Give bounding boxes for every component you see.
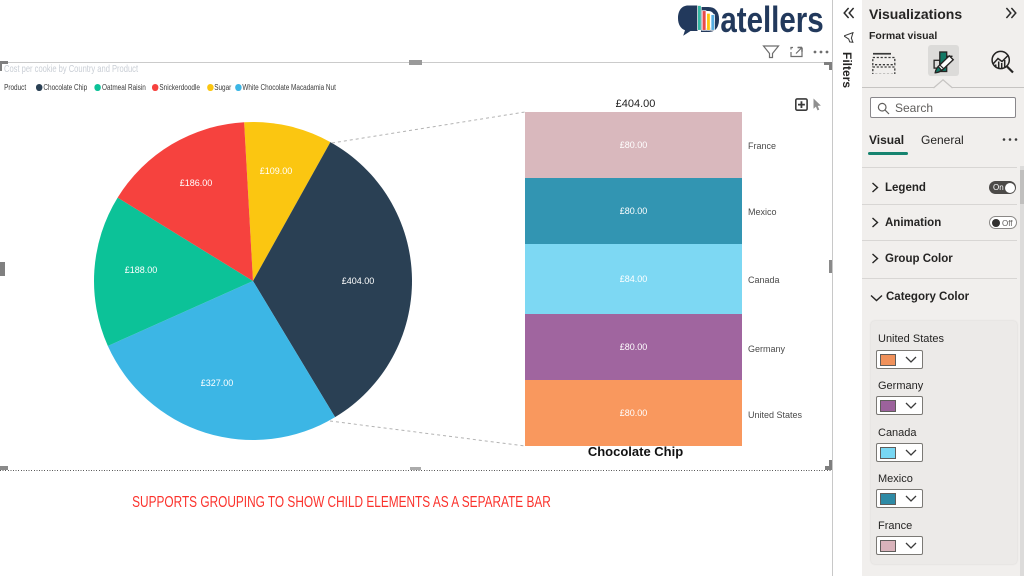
svg-text:£404.00: £404.00 bbox=[342, 276, 375, 286]
svg-text:£186.00: £186.00 bbox=[180, 178, 213, 188]
svg-text:£188.00: £188.00 bbox=[125, 265, 158, 275]
svg-text:£327.00: £327.00 bbox=[201, 378, 234, 388]
svg-text:£109.00: £109.00 bbox=[260, 166, 293, 176]
